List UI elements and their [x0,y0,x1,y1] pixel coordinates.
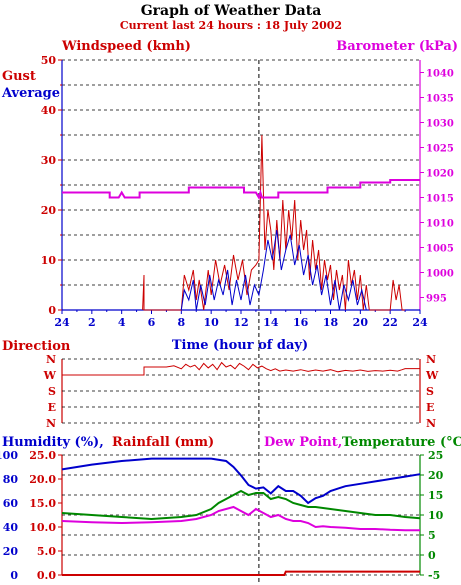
temp-tick-label: 10 [428,509,444,522]
humidity-label: Humidity (%), [2,435,104,450]
time-tick-label: 18 [323,316,339,329]
wind-tick-label: 50 [41,54,57,67]
series-barometer [62,179,420,200]
direction-tick-label-left: N [46,417,56,430]
temp-tick-label: 0 [428,549,436,562]
baro-tick-label: 1000 [426,269,454,280]
time-axis-label: Time (hour of day) [172,338,308,353]
baro-tick-label: 1005 [426,244,454,255]
time-tick-label: 6 [148,316,156,329]
temp-tick-label: 20 [428,469,444,482]
temp-tick-label: 15 [428,489,443,502]
temp-tick-label: -5 [428,569,440,582]
time-tick-label: 2 [88,316,96,329]
humidity-tick-label: 0 [10,569,18,582]
time-tick-label: 14 [263,316,279,329]
temp-tick-label: 25 [428,449,443,462]
rain-tick-label: 10.0 [29,521,56,534]
barometer-label: Barometer (kPa) [336,39,458,54]
rainfall-label: Rainfall (mm) [112,435,214,450]
direction-tick-label-right: S [426,385,434,398]
gust-label: Gust [2,69,36,84]
humidity-tick-label: 40 [3,521,19,534]
time-tick-label: 8 [178,316,186,329]
direction-tick-label-left: N [46,353,56,366]
humidity-tick-label: 100 [0,449,18,462]
dewpoint-label: Dew Point, [264,435,342,450]
direction-tick-label-right: W [425,369,439,382]
time-tick-label: 22 [383,316,398,329]
series-dew-point [61,505,420,532]
time-tick-label: 20 [353,316,369,329]
time-tick-label: 10 [204,316,220,329]
wind-tick-label: 40 [41,104,57,117]
baro-tick-label: 1015 [426,194,454,205]
rain-tick-label: 0.0 [37,569,56,582]
time-tick-label: 24 [412,316,428,329]
time-tick-label: 16 [293,316,309,329]
baro-tick-label: 995 [426,294,447,305]
temp-tick-label: 5 [428,529,436,542]
wind-tick-label: 0 [48,304,56,317]
series-average [180,229,370,311]
series-gust [142,134,406,311]
series-direction [62,361,420,376]
wind-tick-label: 10 [41,254,57,267]
baro-tick-label: 1035 [426,94,454,105]
direction-tick-label-left: S [48,385,56,398]
series-humidity [61,457,421,505]
direction-tick-label-right: E [426,401,434,414]
wind-tick-label: 30 [41,154,57,167]
rain-tick-label: 20.0 [29,473,56,486]
chart-subtitle: Current last 24 hours : 18 July 2002 [120,19,342,32]
baro-tick-label: 1010 [426,219,454,230]
humidity-tick-label: 60 [3,497,19,510]
time-tick-label: 12 [233,316,248,329]
direction-tick-label-left: W [43,369,57,382]
humidity-tick-label: 80 [3,473,19,486]
temperature-label: Temperature (°C) [342,435,461,450]
average-label: Average [1,86,60,101]
rain-tick-label: 5.0 [37,545,56,558]
time-tick-label: 24 [54,316,70,329]
rain-tick-label: 25.0 [29,449,56,462]
series-temperature [61,489,421,521]
baro-tick-label: 1025 [426,144,454,155]
direction-tick-label-right: N [426,417,436,430]
baro-tick-label: 1030 [426,119,454,130]
baro-tick-label: 1040 [426,69,454,80]
direction-tick-label-right: N [426,353,436,366]
direction-tick-label-left: E [48,401,56,414]
rain-tick-label: 15.0 [29,497,56,510]
baro-tick-label: 1020 [426,169,454,180]
chart-title: Graph of Weather Data [141,3,322,19]
humidity-tick-label: 20 [3,545,19,558]
time-tick-label: 4 [118,316,126,329]
wind-tick-label: 20 [41,204,57,217]
windspeed-label: Windspeed (kmh) [61,39,191,54]
series-rainfall [62,570,420,576]
direction-label: Direction [2,339,71,354]
